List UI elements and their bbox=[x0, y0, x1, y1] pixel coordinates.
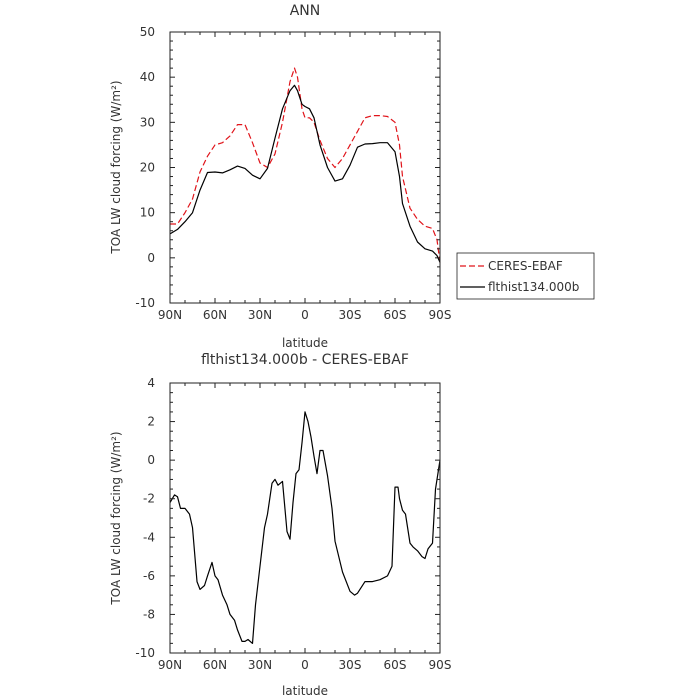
top-y-tick-label: -10 bbox=[135, 296, 155, 310]
top-plot-frame bbox=[169, 31, 441, 304]
top-axes: 90N 60N 30N 0 30S 60S 90S -10 0 10 20 30 40 50 bbox=[135, 25, 451, 322]
bottom-y-axis-label: TOA LW cloud forcing (W/m²) bbox=[109, 431, 123, 605]
top-series-line-ceres-ebaf bbox=[170, 67, 441, 263]
top-y-tick-label: 50 bbox=[140, 25, 155, 39]
bottom-y-tick-label: -2 bbox=[143, 492, 155, 506]
top-y-tick-label: 40 bbox=[140, 70, 155, 84]
top-y-tick-label: 0 bbox=[147, 251, 155, 265]
bottom-y-tick-label: -8 bbox=[143, 607, 155, 621]
top-y-axis-label: TOA LW cloud forcing (W/m²) bbox=[109, 80, 123, 254]
legend-label-flthist: flthist134.000b bbox=[488, 280, 579, 294]
top-x-tick-label: 30S bbox=[339, 308, 362, 322]
bottom-x-axis-label: latitude bbox=[282, 684, 328, 698]
bottom-panel: flthist134.000b - CERES-EBAF 90N 60N 30N 0 3… bbox=[109, 352, 451, 698]
bottom-y-tick-label: -6 bbox=[143, 569, 155, 583]
bottom-axes: 90N 60N 30N 0 30S 60S 90S -10 -8 -6 -4 -2 0 2 4 bbox=[135, 376, 451, 672]
top-x-tick-label: 0 bbox=[301, 308, 309, 322]
top-x-tick-label: 90S bbox=[429, 308, 452, 322]
top-x-tick-label: 60S bbox=[384, 308, 407, 322]
bottom-x-tick-label: 30S bbox=[339, 658, 362, 672]
bottom-x-tick-label: 60S bbox=[384, 658, 407, 672]
top-y-tick-label: 10 bbox=[140, 206, 155, 220]
bottom-x-tick-label: 30N bbox=[248, 658, 272, 672]
top-x-tick-label: 30N bbox=[248, 308, 272, 322]
bottom-x-tick-label: 90N bbox=[158, 658, 182, 672]
legend-frame bbox=[456, 252, 595, 300]
top-y-tick-label: 30 bbox=[140, 115, 155, 129]
top-series-line-flthist134-000b bbox=[169, 84, 441, 263]
bottom-y-tick-label: -4 bbox=[143, 530, 155, 544]
bottom-series-line-difference bbox=[169, 411, 441, 645]
top-series-group bbox=[169, 67, 441, 263]
bottom-series-group bbox=[169, 411, 441, 645]
legend-label-ceres: CERES-EBAF bbox=[488, 259, 563, 273]
bottom-y-tick-label: 0 bbox=[147, 453, 155, 467]
top-x-tick-label: 90N bbox=[158, 308, 182, 322]
top-chart-title: ANN bbox=[290, 3, 321, 19]
top-panel: ANN 90N 60N 30N 0 30S 60S 90S -10 0 10 20 30 40 50 la… bbox=[109, 3, 595, 350]
top-x-tick-label: 60N bbox=[203, 308, 227, 322]
bottom-x-tick-label: 60N bbox=[203, 658, 227, 672]
top-y-tick-label: 20 bbox=[140, 161, 155, 175]
bottom-y-tick-label: 2 bbox=[147, 415, 155, 429]
top-x-axis-label: latitude bbox=[282, 336, 328, 350]
bottom-plot-frame bbox=[169, 382, 441, 654]
bottom-y-tick-label: -10 bbox=[135, 646, 155, 660]
bottom-x-tick-label: 90S bbox=[429, 658, 452, 672]
bottom-x-tick-label: 0 bbox=[301, 658, 309, 672]
legend: CERES-EBAF flthist134.000b bbox=[456, 252, 595, 300]
bottom-chart-title: flthist134.000b - CERES-EBAF bbox=[201, 352, 409, 368]
bottom-y-tick-label: 4 bbox=[147, 376, 155, 390]
